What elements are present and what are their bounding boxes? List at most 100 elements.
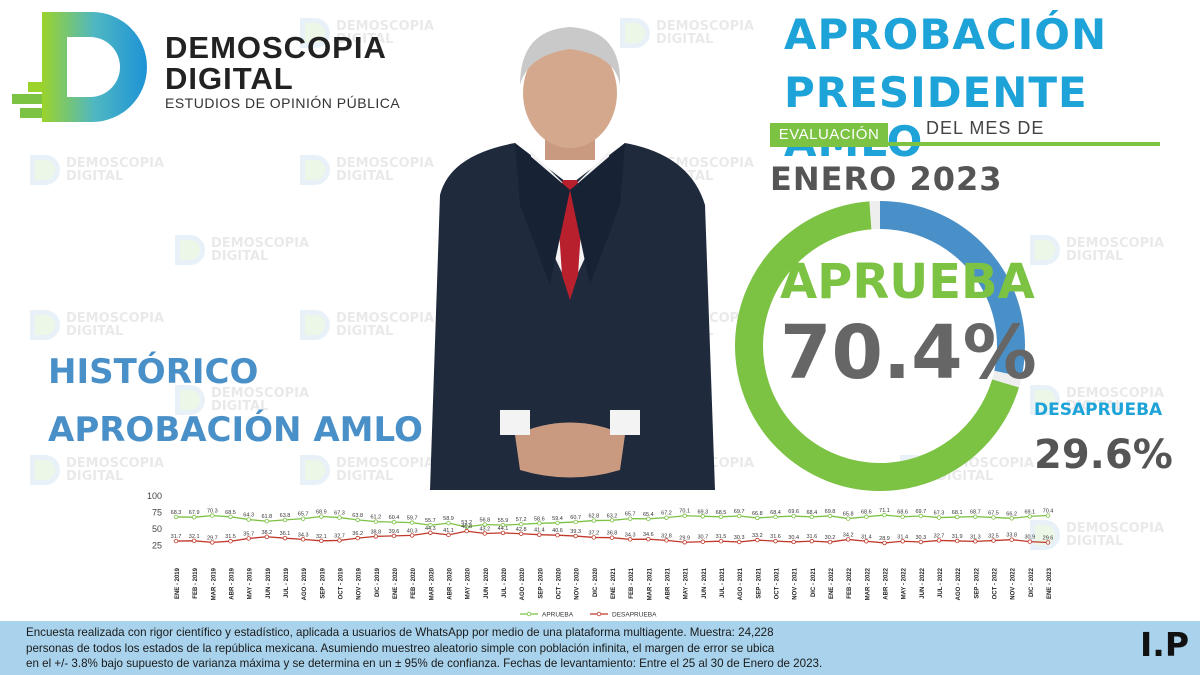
data-point	[882, 512, 887, 518]
data-label: 31.6	[806, 534, 817, 540]
data-point	[809, 538, 815, 544]
data-label: 30.3	[915, 535, 926, 541]
data-point	[537, 521, 542, 526]
data-label: 42.8	[516, 527, 527, 533]
history-line-chart: 25 50 75 100 68.3 67.9 70.3 68.5 64.3 61.8 63.8 65.…	[147, 491, 1053, 619]
data-point	[464, 524, 469, 530]
data-point	[300, 516, 306, 521]
data-point	[827, 513, 833, 519]
data-point	[1027, 514, 1033, 519]
data-label: 63.8	[280, 513, 291, 519]
data-label: 39.6	[389, 529, 400, 535]
data-point	[1045, 513, 1051, 518]
methodology-line3: en el +/- 3.8% bajo supuesto de varianza…	[26, 657, 823, 670]
x-tick-label: DIC - 2021	[811, 567, 817, 597]
data-label: 40.3	[407, 528, 418, 534]
data-label: 68.7	[970, 510, 981, 516]
data-label: 39.3	[570, 529, 581, 535]
data-label: 67.5	[988, 510, 999, 516]
data-label: 31.4	[897, 534, 908, 540]
data-label: 69.7	[915, 509, 926, 515]
page-title-line2: PRESIDENTE AMLO	[784, 68, 1088, 166]
x-tick-label: ENE - 2021	[611, 567, 617, 599]
data-label: 65.7	[625, 512, 636, 518]
data-point	[264, 534, 270, 539]
data-point	[191, 514, 197, 520]
data-label: 31.9	[952, 534, 963, 540]
data-label: 59.4	[552, 516, 563, 522]
data-point	[954, 538, 960, 544]
x-tick-label: MAY - 2020	[466, 567, 472, 599]
x-tick-label: NOV - 2022	[1011, 567, 1017, 599]
data-point	[573, 519, 578, 525]
data-point	[918, 513, 924, 519]
x-tick-label: AGO - 2021	[738, 567, 744, 600]
data-point	[755, 537, 760, 543]
x-tick-label: MAR - 2022	[865, 567, 871, 600]
watermark-logo-icon	[300, 155, 330, 185]
x-tick-label: DIC - 2022	[1029, 567, 1035, 597]
data-label: 31.5	[225, 534, 236, 540]
data-point	[409, 520, 415, 525]
data-label: 63.8	[352, 513, 363, 519]
data-label: 61.8	[261, 514, 272, 520]
x-tick-label: OCT - 2020	[557, 567, 563, 599]
data-label: 30.3	[734, 535, 745, 541]
y-tick-label: 75	[152, 508, 162, 518]
x-tick-label: SEP - 2020	[538, 567, 544, 598]
data-label: 32.1	[316, 534, 327, 540]
x-tick-label: FEB - 2021	[629, 567, 635, 598]
data-label: 55.9	[498, 518, 509, 524]
data-label: 57.2	[516, 517, 527, 523]
x-tick-label: JUL - 2022	[938, 567, 944, 598]
x-tick-label: DIC - 2019	[375, 567, 381, 597]
data-label: 64.3	[243, 513, 254, 519]
data-label: 69.3	[697, 509, 708, 515]
data-point	[736, 539, 742, 545]
data-label: 32.7	[934, 533, 945, 539]
watermark-logo-icon	[300, 18, 330, 48]
data-point	[500, 522, 506, 528]
data-label: 44.1	[498, 526, 509, 532]
data-point	[773, 538, 778, 544]
period-prefix: DEL MES DE	[926, 118, 1045, 138]
hair	[520, 27, 621, 85]
methodology-line1: Encuesta realizada con rigor científico …	[26, 626, 774, 639]
data-point	[373, 519, 379, 524]
data-label: 32.7	[334, 533, 345, 539]
data-point	[337, 515, 342, 520]
data-label: 34.2	[843, 532, 854, 538]
data-label: 68.6	[861, 510, 872, 516]
x-tick-label: NOV - 2019	[357, 567, 363, 599]
data-label: 31.4	[861, 534, 872, 540]
logo-bar	[28, 82, 42, 92]
brand-tagline: ESTUDIOS DE OPINIÓN PÚBLICA	[165, 95, 401, 111]
disapprove-value: 29.6%	[1034, 432, 1173, 478]
data-label: 44.3	[425, 526, 436, 532]
data-label: 33.8	[1006, 533, 1017, 539]
data-point	[500, 530, 506, 536]
data-point	[555, 533, 560, 538]
data-point	[428, 523, 433, 528]
data-label: 60.7	[570, 515, 581, 521]
x-tick-label: MAR - 2020	[429, 567, 435, 600]
data-label: 69.1	[1024, 509, 1035, 515]
data-label: 34.6	[643, 532, 654, 538]
data-point	[1009, 516, 1014, 521]
data-point	[573, 533, 578, 539]
data-point	[246, 536, 251, 541]
data-point	[682, 540, 687, 545]
x-tick-label: MAY - 2021	[684, 567, 690, 599]
data-label: 53.2	[461, 520, 472, 526]
legend-label: APRUEBA	[542, 612, 574, 619]
data-point	[228, 539, 233, 544]
data-point	[664, 515, 669, 520]
data-point	[173, 538, 179, 544]
